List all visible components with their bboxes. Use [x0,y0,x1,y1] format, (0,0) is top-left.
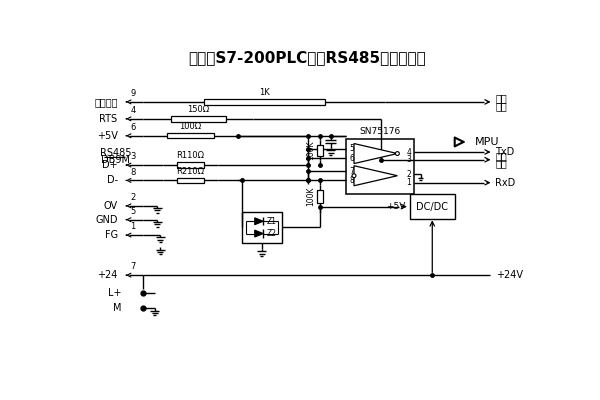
Text: 7: 7 [130,262,136,271]
Bar [346,139,415,194]
Polygon shape [354,144,397,164]
Polygon shape [354,166,397,186]
Bar [317,145,323,156]
Polygon shape [255,218,263,225]
Text: 1: 1 [131,222,136,231]
Text: M: M [113,303,121,313]
Text: 4: 4 [131,106,136,115]
Text: 6: 6 [349,154,354,163]
Bar [176,162,205,168]
Circle shape [352,174,356,178]
Text: 9: 9 [131,89,136,98]
Text: +24V: +24V [496,270,523,280]
Bar [176,178,205,183]
Text: MPU: MPU [475,137,499,147]
Text: 2: 2 [407,170,412,179]
Bar [410,194,455,219]
Text: RTS: RTS [100,114,118,124]
Text: 5: 5 [349,144,354,153]
Text: Z2: Z2 [267,229,277,238]
Text: FG: FG [104,230,118,240]
Text: 西门子S7-200PLC内部RS485接口电路图: 西门子S7-200PLC内部RS485接口电路图 [188,50,427,65]
Circle shape [395,152,400,156]
Text: 4: 4 [406,148,412,156]
Text: TxD: TxD [495,147,514,157]
Text: R210Ω: R210Ω [176,167,205,176]
Text: 3: 3 [406,155,412,164]
Text: 1K: 1K [259,88,269,97]
Text: DC/DC: DC/DC [416,202,448,212]
Text: D-: D- [107,176,118,186]
Text: 100Ω: 100Ω [179,122,202,131]
Text: 150Ω: 150Ω [187,105,209,114]
Bar [171,116,226,122]
Text: 协议选择: 协议选择 [94,97,118,107]
Bar [317,190,323,203]
Text: DB9M: DB9M [101,155,130,165]
Text: 5: 5 [131,207,136,216]
Bar [203,99,325,104]
Text: 2: 2 [131,193,136,202]
Bar [167,133,214,138]
Text: GND: GND [95,215,118,225]
Text: 1: 1 [407,178,412,187]
Text: 使能: 使能 [495,158,507,168]
Text: 收发: 收发 [495,152,507,162]
Text: 100K: 100K [307,141,316,160]
Text: 协议: 协议 [495,93,507,103]
Text: 8: 8 [130,168,136,176]
Text: RS485: RS485 [100,148,131,158]
Text: RxD: RxD [495,178,515,188]
Text: +24: +24 [97,270,118,280]
Text: 6: 6 [130,123,136,132]
Text: 选择: 选择 [495,101,507,111]
Text: 7: 7 [349,166,354,176]
Text: OV: OV [104,201,118,211]
Text: 8: 8 [349,176,354,185]
Text: +5V: +5V [97,131,118,141]
Text: L+: L+ [108,288,121,298]
Text: 3: 3 [130,152,136,161]
Text: D+: D+ [102,160,118,170]
Polygon shape [255,230,263,237]
Text: Z1: Z1 [267,217,277,226]
Text: SN75176: SN75176 [360,128,401,136]
Text: R110Ω: R110Ω [176,152,205,160]
Bar [242,212,282,243]
Text: +5V: +5V [386,202,405,211]
Text: 100K: 100K [307,187,316,206]
